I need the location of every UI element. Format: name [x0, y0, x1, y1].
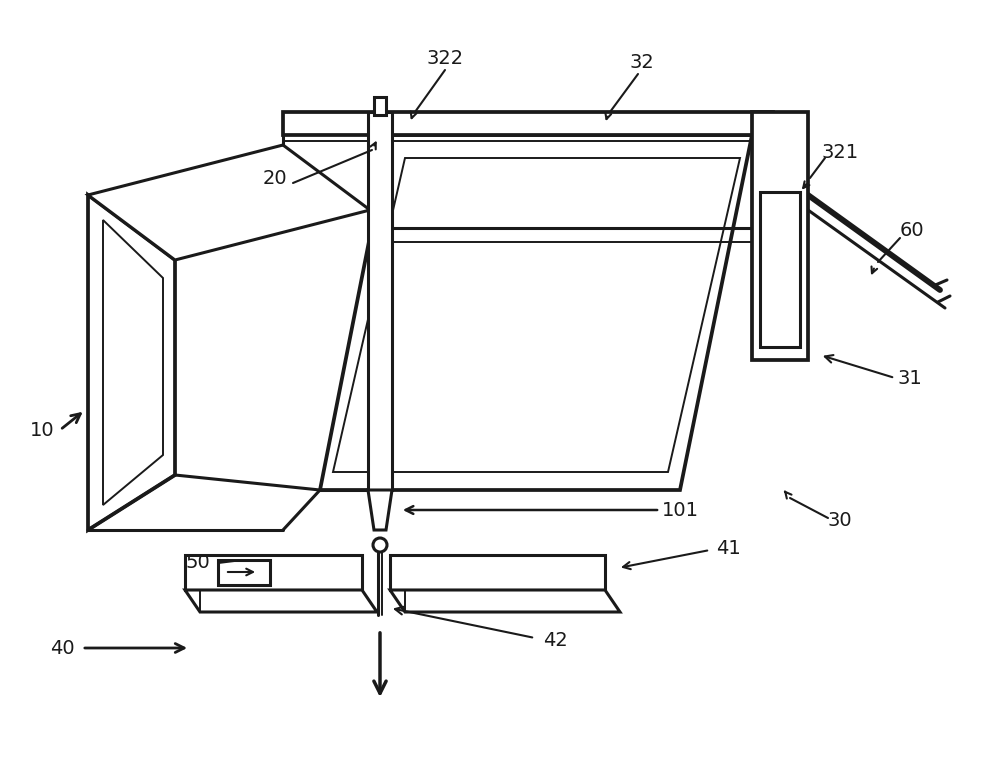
Polygon shape [88, 195, 175, 530]
Text: 31: 31 [898, 368, 922, 387]
Polygon shape [103, 220, 163, 505]
Text: 42: 42 [543, 631, 567, 650]
Polygon shape [320, 135, 752, 490]
Polygon shape [185, 590, 377, 612]
Polygon shape [88, 145, 370, 260]
Text: 101: 101 [662, 500, 698, 519]
Text: 30: 30 [828, 510, 852, 530]
Text: 321: 321 [821, 143, 859, 161]
Text: 20: 20 [263, 168, 287, 187]
Polygon shape [390, 590, 620, 612]
Bar [752, 112, 808, 360]
Text: 50: 50 [186, 553, 210, 572]
Bar [218, 560, 270, 585]
Bar [283, 112, 773, 135]
Text: 60: 60 [900, 221, 924, 240]
Polygon shape [333, 158, 740, 472]
Polygon shape [185, 555, 362, 590]
Text: 10: 10 [30, 421, 54, 440]
Bar [374, 97, 386, 115]
Polygon shape [390, 555, 605, 590]
Bar [760, 192, 800, 347]
Bar [368, 112, 392, 490]
Polygon shape [368, 490, 392, 530]
Text: 40: 40 [50, 638, 74, 657]
Text: 41: 41 [716, 538, 740, 557]
Text: 32: 32 [630, 52, 654, 71]
Text: 322: 322 [426, 49, 464, 67]
